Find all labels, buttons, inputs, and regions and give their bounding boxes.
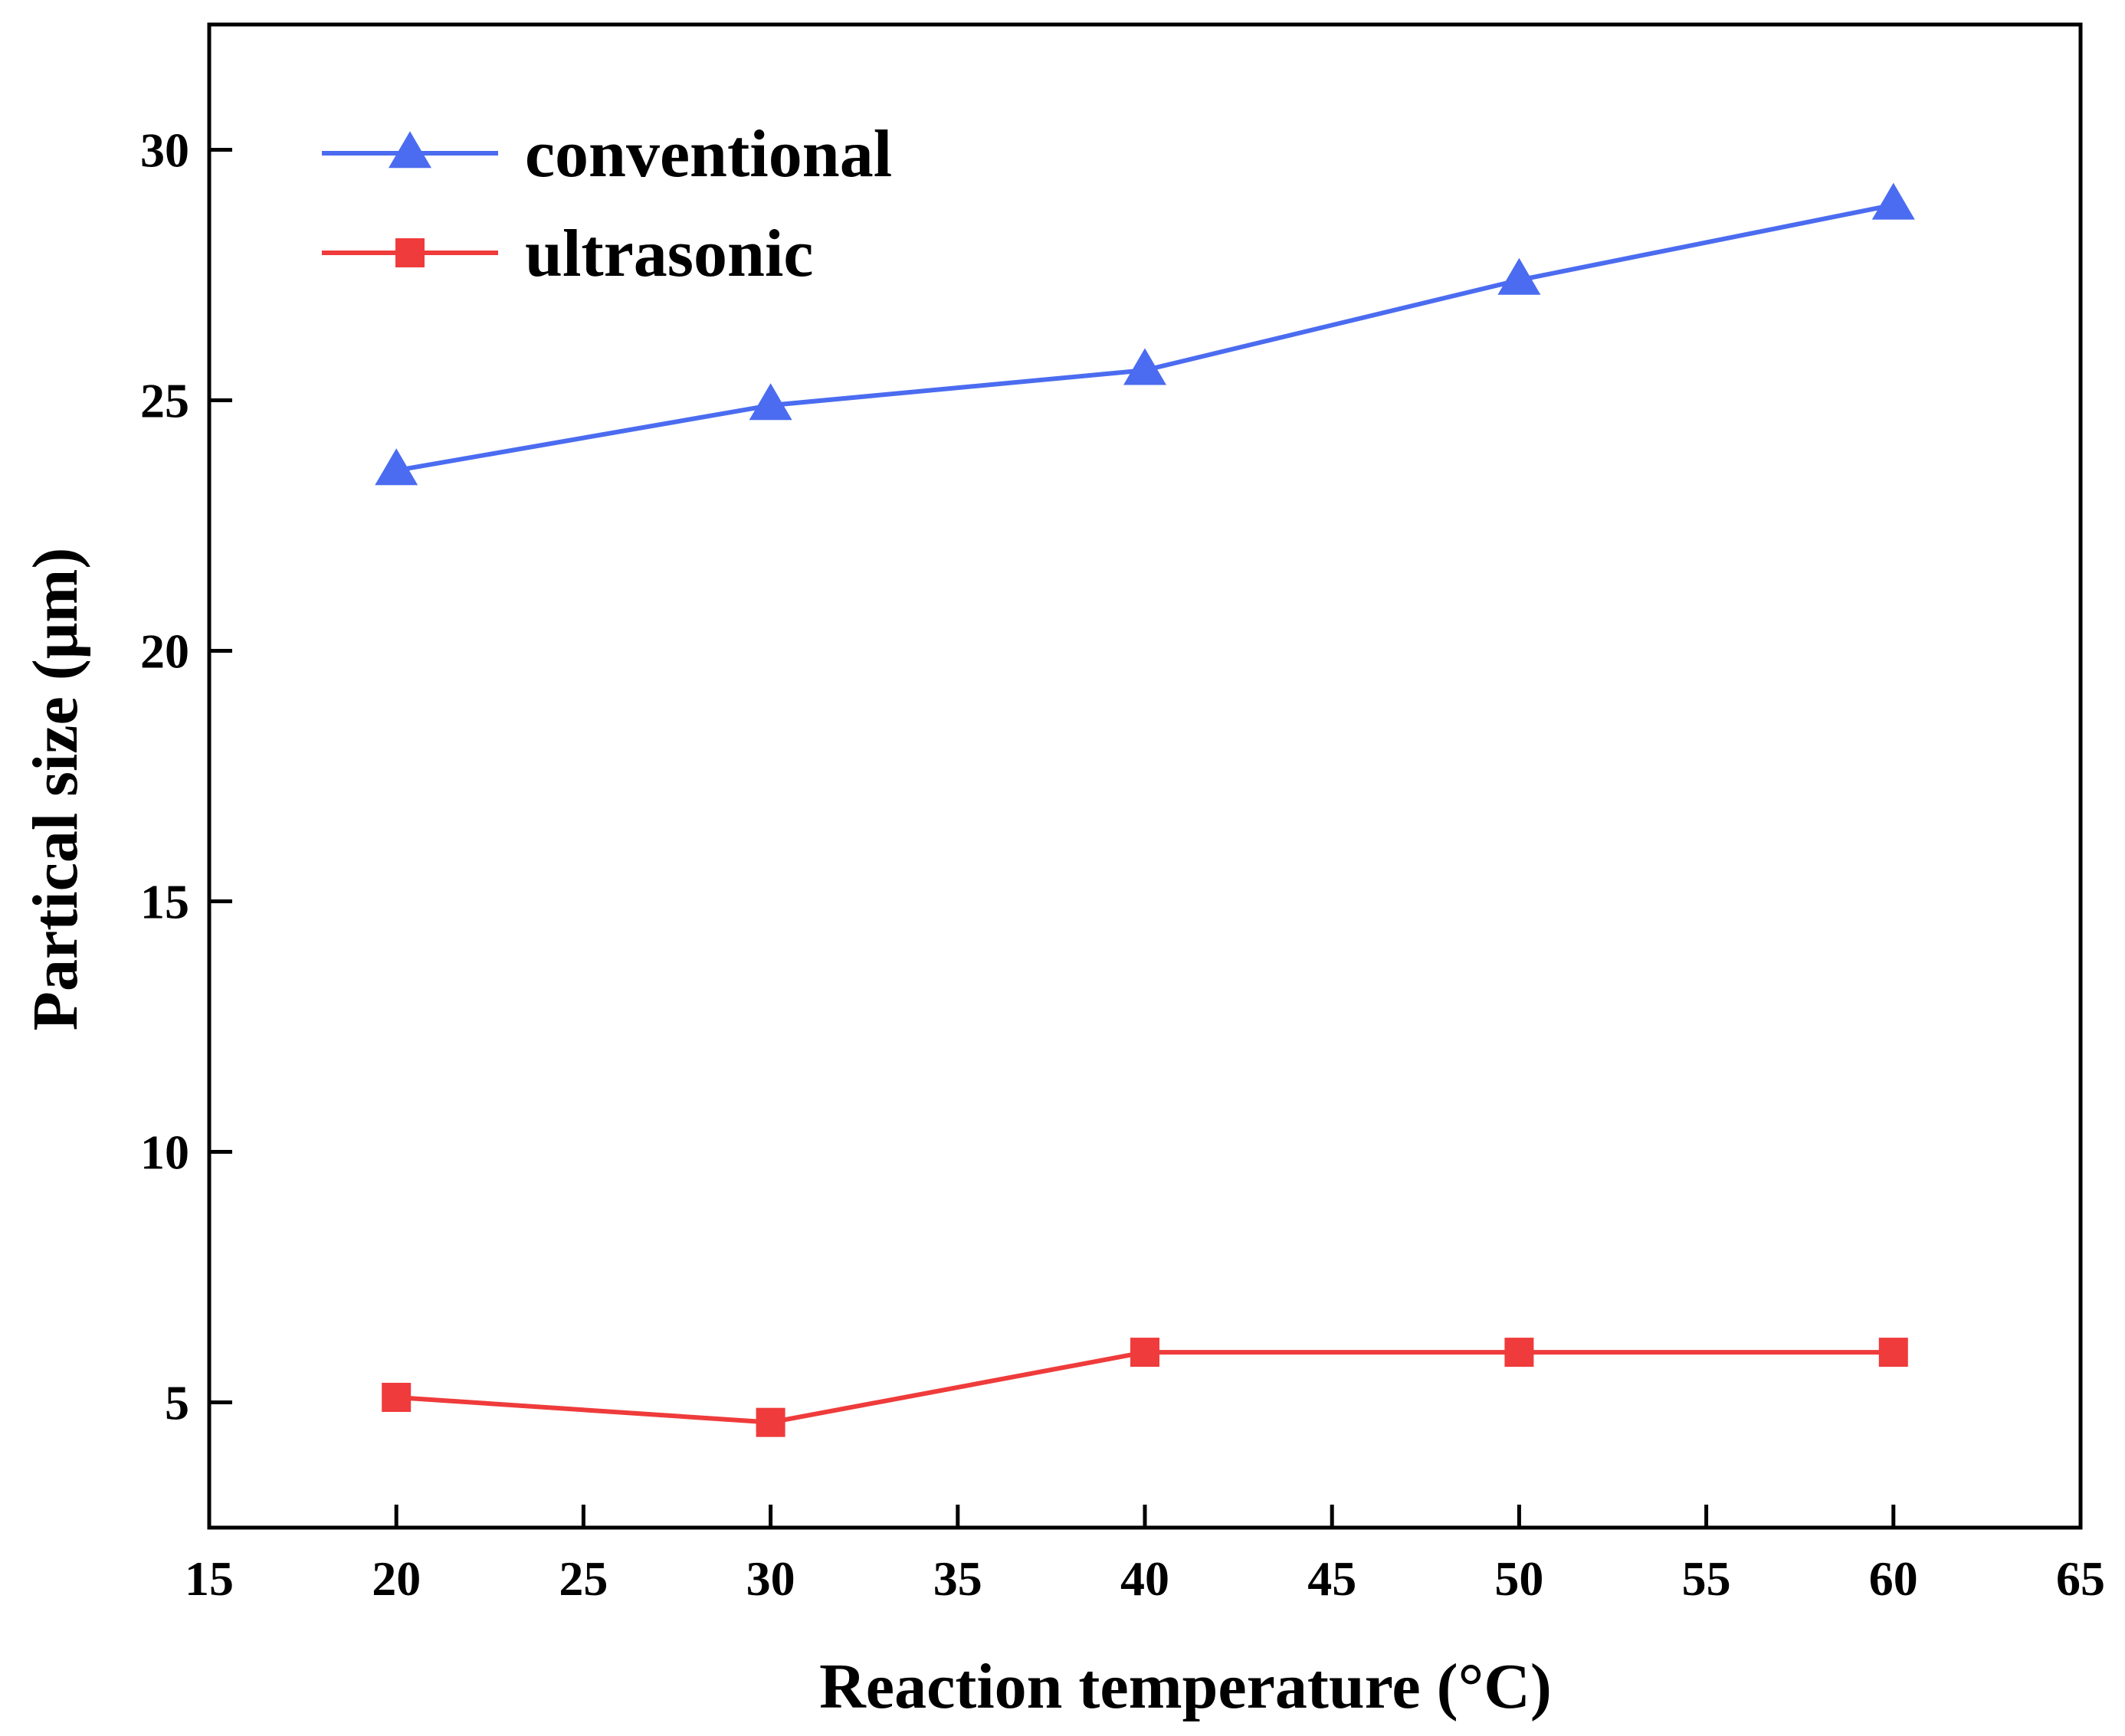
- series-layer: [375, 182, 1915, 1437]
- data-point-conventional: [1871, 182, 1915, 220]
- data-point-conventional: [1123, 348, 1166, 385]
- y-tick-label: 10: [140, 1125, 189, 1180]
- plot-frame: [207, 22, 2083, 1530]
- x-axis-ticks: 15 20 25 30 35 40 45 50 55 60 65: [185, 1505, 2105, 1606]
- data-point-conventional: [1497, 257, 1541, 295]
- legend: conventional ultrasonic: [322, 117, 892, 291]
- data-point-ultrasonic: [382, 1382, 412, 1412]
- y-axis-ticks: 5 10 15 20 25 30: [140, 123, 232, 1430]
- data-point-conventional: [375, 448, 418, 486]
- y-tick-label: 5: [165, 1376, 189, 1430]
- data-point-ultrasonic: [756, 1407, 785, 1437]
- legend-label: ultrasonic: [525, 217, 813, 291]
- legend-item-ultrasonic: ultrasonic: [322, 217, 813, 291]
- y-axis-label: Partical size (μm): [20, 548, 91, 1031]
- legend-marker: [395, 238, 425, 267]
- legend-label: conventional: [525, 117, 892, 192]
- data-point-ultrasonic: [1878, 1338, 1908, 1368]
- legend-marker: [389, 131, 431, 169]
- x-tick-label: 55: [1682, 1551, 1731, 1606]
- x-tick-label: 15: [185, 1551, 234, 1606]
- x-tick-label: 60: [1869, 1551, 1918, 1606]
- x-tick-label: 40: [1120, 1551, 1169, 1606]
- x-tick-label: 35: [933, 1551, 982, 1606]
- y-tick-label: 15: [140, 875, 189, 929]
- x-tick-label: 25: [559, 1551, 608, 1606]
- y-tick-label: 20: [140, 624, 189, 679]
- x-tick-label: 65: [2056, 1551, 2105, 1606]
- y-tick-label: 30: [140, 123, 189, 178]
- x-tick-label: 45: [1307, 1551, 1356, 1606]
- legend-item-conventional: conventional: [322, 117, 892, 192]
- data-point-ultrasonic: [1504, 1338, 1534, 1368]
- x-tick-label: 50: [1494, 1551, 1543, 1606]
- data-point-ultrasonic: [1130, 1338, 1159, 1368]
- y-tick-label: 25: [140, 374, 189, 428]
- series-conventional: [375, 182, 1915, 486]
- data-point-conventional: [749, 383, 792, 421]
- x-tick-label: 30: [746, 1551, 795, 1606]
- series-ultrasonic: [382, 1338, 1908, 1437]
- x-tick-label: 20: [372, 1551, 421, 1606]
- x-axis-label: Reaction temperature (°C): [819, 1651, 1552, 1722]
